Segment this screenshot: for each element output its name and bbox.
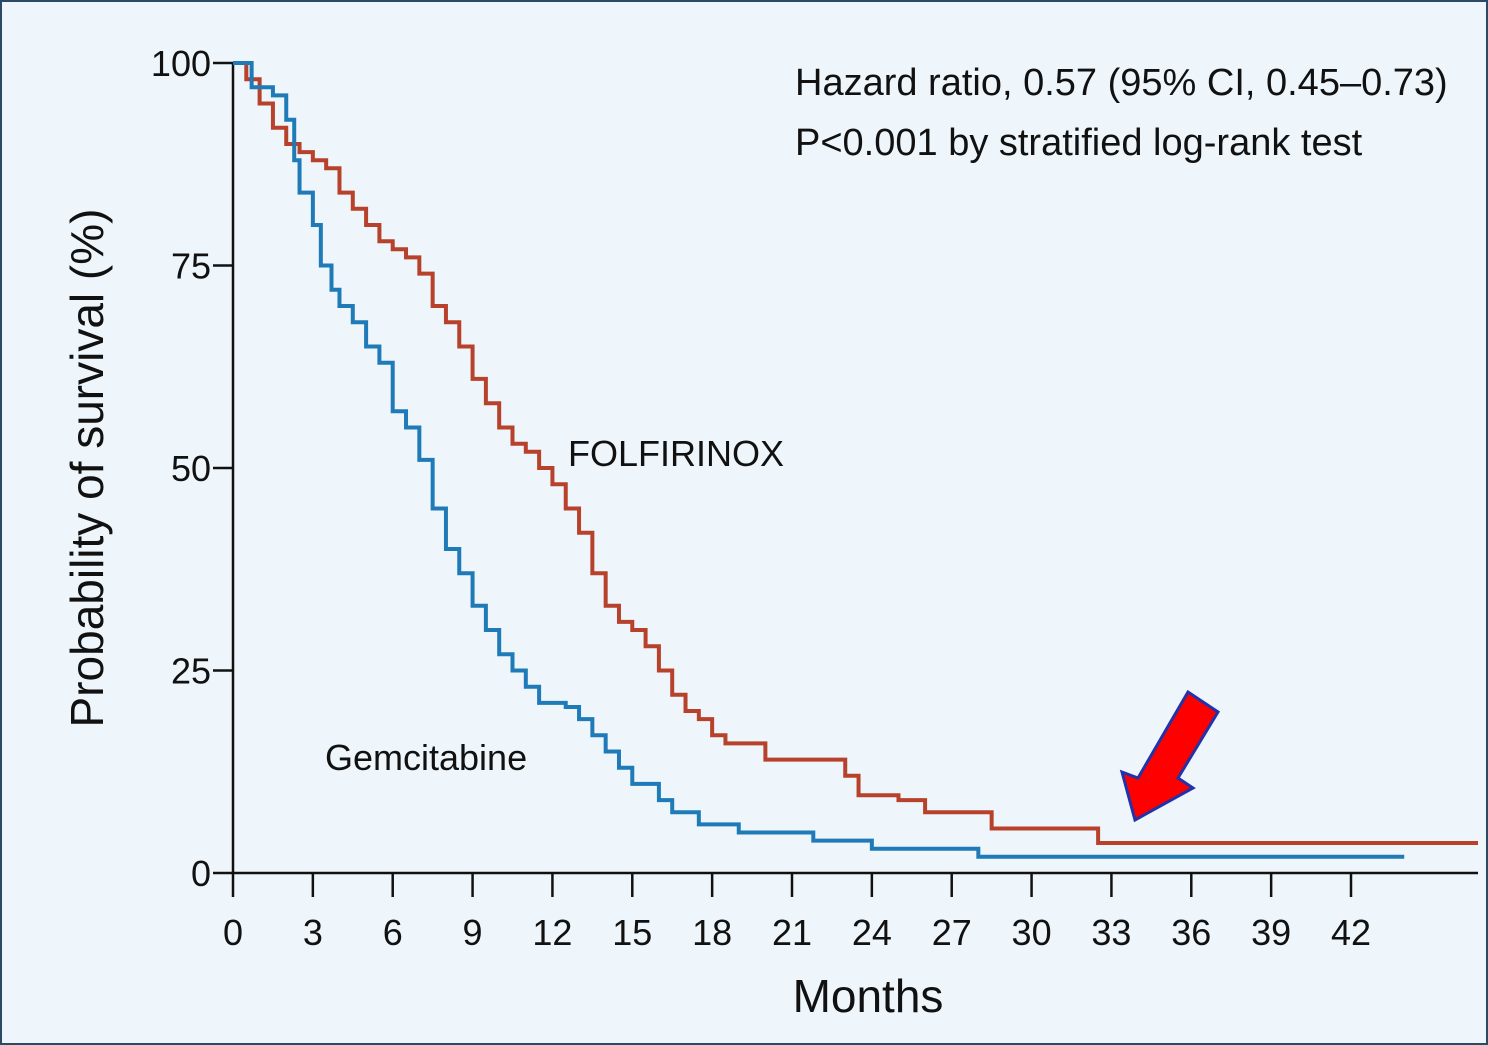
x-tick-label: 24 xyxy=(852,912,892,953)
series-label: Gemcitabine xyxy=(325,737,527,778)
x-tick-label: 21 xyxy=(772,912,812,953)
x-tick-label: 18 xyxy=(692,912,732,953)
arrow xyxy=(1119,689,1221,823)
survival-curve xyxy=(233,61,1478,846)
x-tick-label: 27 xyxy=(932,912,972,953)
annotation: Hazard ratio, 0.57 (95% CI, 0.45–0.73) xyxy=(795,62,1448,104)
y-axis-title: Probability of survival (%) xyxy=(61,209,113,728)
annotation: P<0.001 by stratified log-rank test xyxy=(795,122,1363,164)
x-tick-label: 30 xyxy=(1012,912,1052,953)
y-tick-label: 0 xyxy=(191,853,211,894)
x-tick-label: 42 xyxy=(1331,912,1371,953)
x-tick-label: 0 xyxy=(223,912,243,953)
survival-curve xyxy=(233,61,1405,859)
x-tick-label: 6 xyxy=(383,912,403,953)
x-axis-title: Months xyxy=(793,970,944,1022)
x-tick-label: 33 xyxy=(1091,912,1131,953)
x-tick-label: 15 xyxy=(612,912,652,953)
x-tick-label: 3 xyxy=(303,912,323,953)
x-tick-label: 36 xyxy=(1171,912,1211,953)
chart: Hazard ratio, 0.57 (95% CI, 0.45–0.73) P… xyxy=(61,43,1478,1022)
x-tick-label: 39 xyxy=(1251,912,1291,953)
series-label: FOLFIRINOX xyxy=(568,433,784,474)
y-tick-label: 75 xyxy=(171,246,211,287)
y-tick-label: 25 xyxy=(171,651,211,692)
x-tick-label: 9 xyxy=(463,912,483,953)
x-tick-label: 12 xyxy=(532,912,572,953)
y-tick-label: 50 xyxy=(171,448,211,489)
y-tick-label: 100 xyxy=(151,43,211,84)
